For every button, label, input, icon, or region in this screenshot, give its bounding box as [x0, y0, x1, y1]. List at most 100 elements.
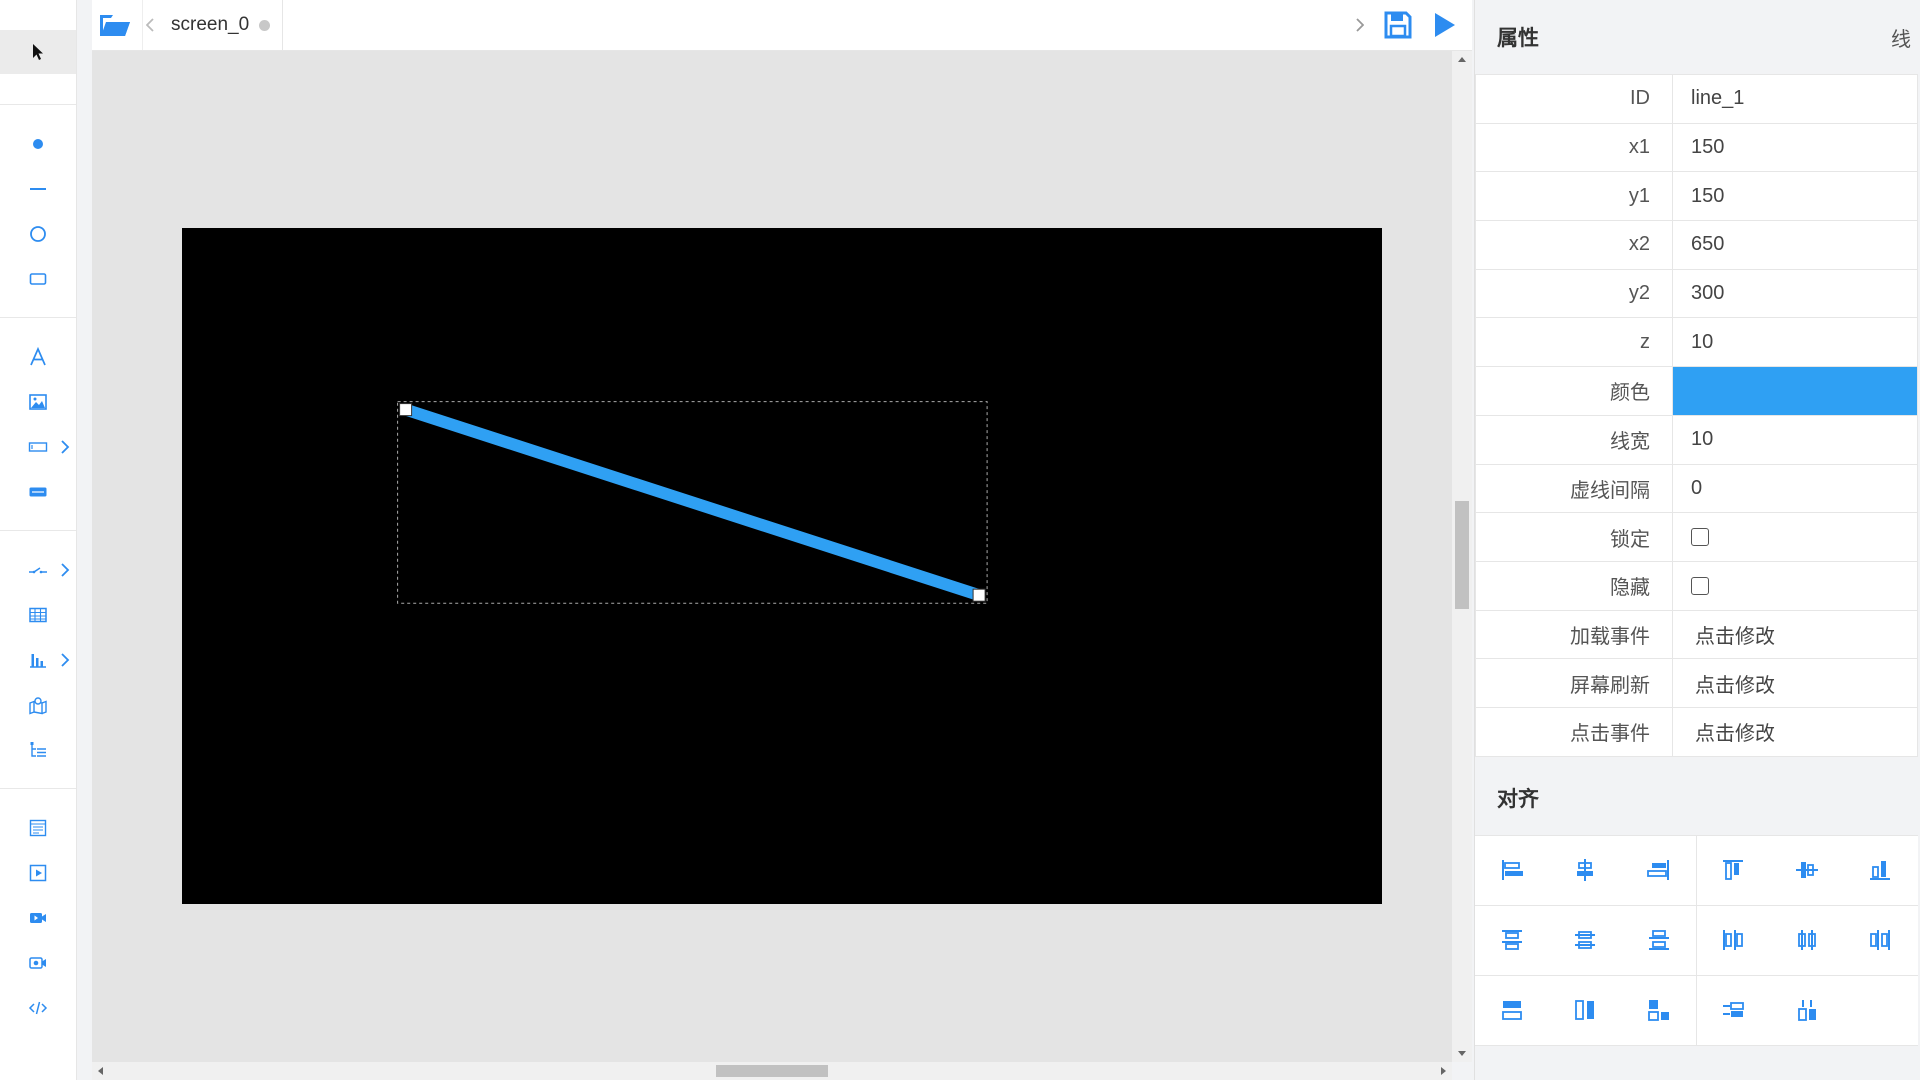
chart-tool[interactable]	[0, 637, 76, 682]
video-tool[interactable]	[0, 895, 76, 940]
horizontal-scroll-thumb[interactable]	[716, 1065, 828, 1077]
save-icon	[1384, 11, 1412, 39]
circle-tool[interactable]	[0, 211, 76, 256]
text-tool[interactable]	[0, 334, 76, 379]
property-value[interactable]: 点击修改	[1672, 706, 1918, 757]
dot-icon	[33, 138, 43, 149]
distribute-center-h-button[interactable]	[1770, 906, 1844, 975]
distribute-center-v-button[interactable]	[1549, 906, 1623, 975]
property-key: x1	[1475, 122, 1673, 173]
same-height-button[interactable]	[1549, 976, 1623, 1045]
distribute-top-button[interactable]	[1475, 906, 1549, 975]
property-value[interactable]: line_1	[1672, 74, 1918, 124]
align-right-button[interactable]	[1622, 835, 1697, 905]
property-key: 虚线间隔	[1475, 463, 1673, 514]
property-row: 颜色	[1475, 366, 1918, 416]
property-key: 线宽	[1475, 414, 1673, 465]
table-icon	[29, 607, 47, 622]
property-row: z 10	[1475, 317, 1918, 368]
code-icon	[28, 1001, 48, 1014]
property-key: y2	[1475, 268, 1673, 319]
map-tool[interactable]	[0, 682, 76, 727]
top-bar: screen_0	[92, 0, 1472, 51]
table-tool[interactable]	[0, 592, 76, 637]
align-bottom-icon	[1870, 861, 1891, 881]
property-value[interactable]: 点击修改	[1672, 658, 1918, 708]
code-tool[interactable]	[0, 985, 76, 1030]
property-checkbox-cell[interactable]	[1672, 560, 1918, 611]
scroll-up-arrow-icon[interactable]	[1452, 51, 1472, 67]
run-button[interactable]	[1426, 6, 1462, 44]
scroll-right-arrow-icon[interactable]	[1436, 1062, 1452, 1080]
end-handle[interactable]	[972, 588, 986, 602]
rectangle-icon	[29, 272, 47, 285]
align-middle-v-button[interactable]	[1770, 836, 1844, 905]
property-value[interactable]: 0	[1672, 463, 1918, 514]
scroll-left-arrow-icon[interactable]	[92, 1062, 108, 1080]
property-value[interactable]: 650	[1672, 220, 1918, 270]
video-player-icon	[29, 864, 47, 881]
tab-screen[interactable]: screen_0	[157, 0, 284, 50]
selection-box	[397, 401, 988, 604]
circle-icon	[30, 225, 46, 242]
distribute-right-button[interactable]	[1844, 906, 1918, 975]
tab-scroll-right[interactable]	[1352, 0, 1368, 50]
align-empty-cell	[1844, 976, 1918, 1045]
property-value[interactable]: 点击修改	[1672, 609, 1918, 660]
distribute-center-v-icon	[1575, 931, 1596, 950]
property-key: 颜色	[1475, 366, 1673, 416]
chevron-right-icon[interactable]	[60, 562, 70, 577]
screen-stage[interactable]	[182, 228, 1382, 904]
pointer-tool[interactable]	[0, 30, 76, 74]
line-tool[interactable]	[0, 166, 76, 211]
video-icon	[30, 912, 46, 923]
switch-tool[interactable]	[0, 547, 76, 592]
distribute-left-button[interactable]	[1697, 906, 1771, 975]
property-value[interactable]: 10	[1672, 317, 1918, 368]
align-top-button[interactable]	[1697, 836, 1771, 905]
input-tool[interactable]	[0, 424, 76, 469]
property-key: 屏幕刷新	[1475, 658, 1673, 708]
iframe-tool[interactable]	[0, 805, 76, 850]
property-checkbox-cell[interactable]	[1672, 512, 1918, 562]
scroll-down-arrow-icon[interactable]	[1452, 1046, 1472, 1062]
open-button[interactable]	[98, 10, 132, 40]
camera-tool[interactable]	[0, 940, 76, 985]
property-key: x2	[1475, 220, 1673, 270]
align-left-button[interactable]	[1475, 836, 1549, 905]
property-value[interactable]: 10	[1672, 414, 1918, 465]
tab-scroll-left[interactable]	[142, 0, 158, 50]
same-width-button[interactable]	[1475, 976, 1549, 1045]
checkbox[interactable]	[1691, 528, 1709, 547]
tree-tool[interactable]	[0, 727, 76, 772]
property-row: 锁定	[1475, 512, 1918, 562]
distribute-bottom-button[interactable]	[1622, 905, 1697, 975]
checkbox[interactable]	[1691, 576, 1709, 595]
video-player-tool[interactable]	[0, 850, 76, 895]
horizontal-scrollbar[interactable]	[92, 1062, 1452, 1080]
line-element[interactable]	[403, 403, 981, 601]
property-value[interactable]: 300	[1672, 268, 1918, 319]
rectangle-tool[interactable]	[0, 256, 76, 301]
chevron-right-icon[interactable]	[60, 652, 70, 667]
same-size-button[interactable]	[1622, 975, 1697, 1045]
property-value[interactable]: 150	[1672, 171, 1918, 222]
vertical-scrollbar[interactable]	[1452, 51, 1472, 1062]
save-button[interactable]	[1380, 6, 1416, 44]
chevron-right-icon[interactable]	[60, 439, 70, 454]
space-h-button[interactable]	[1770, 976, 1844, 1045]
dot-tool[interactable]	[0, 121, 76, 166]
distribute-left-icon	[1723, 930, 1744, 951]
align-center-h-button[interactable]	[1549, 836, 1623, 905]
align-top-icon	[1723, 860, 1744, 881]
align-bottom-button[interactable]	[1844, 836, 1918, 905]
image-tool[interactable]	[0, 379, 76, 424]
vertical-scroll-thumb[interactable]	[1455, 501, 1469, 609]
property-value[interactable]: 150	[1672, 122, 1918, 173]
start-handle[interactable]	[399, 403, 413, 417]
space-v-button[interactable]	[1697, 976, 1771, 1045]
canvas-area[interactable]	[92, 51, 1452, 1062]
button-tool[interactable]	[0, 469, 76, 514]
color-picker-field[interactable]	[1672, 366, 1918, 416]
unsaved-dot-icon[interactable]	[259, 19, 271, 31]
